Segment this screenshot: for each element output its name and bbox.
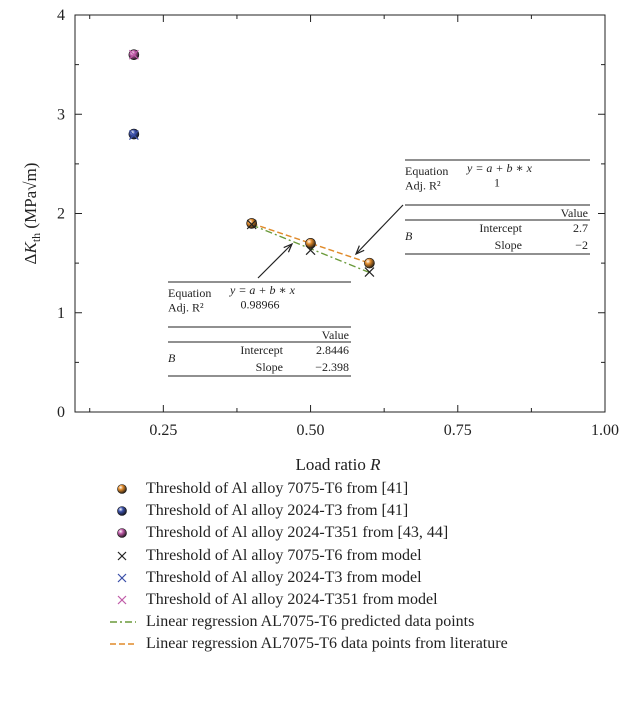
- equation-label: Equation: [405, 164, 448, 178]
- arrow-head: [283, 242, 294, 253]
- legend-item: Linear regression AL7075-T6 predicted da…: [110, 611, 630, 633]
- legend-item: Threshold of Al alloy 2024-T3 from [41]: [110, 500, 630, 522]
- intercept-value: 2.8446: [316, 343, 349, 357]
- legend-ball: [117, 484, 127, 494]
- model-point-3: [246, 219, 257, 230]
- legend-item: Threshold of Al alloy 2024-T3 from model: [110, 567, 630, 589]
- legend-marker: [110, 621, 136, 623]
- chart-plot: 0.25 0.50 0.75 1.00 0 1 2 3 4 Load ratio R ΔKth (M…: [21, 7, 619, 474]
- value-header: Value: [322, 328, 349, 342]
- x-tick-label: 1.00: [591, 422, 619, 439]
- model-point-4: [128, 130, 139, 141]
- slope-value: −2: [575, 238, 588, 252]
- regression-table-predicted: Equation y = a + b ∗ x Adj. R² 0.98966 Value…: [168, 281, 351, 377]
- regression-line-7: [251, 222, 370, 264]
- y-tick-label: 1: [57, 305, 65, 322]
- legend-cross: [117, 551, 127, 561]
- legend-cross: [117, 573, 127, 583]
- y-tick-label: 4: [57, 7, 65, 24]
- value-header: Value: [561, 206, 588, 220]
- legend-label: Linear regression AL7075-T6 data points …: [146, 635, 508, 653]
- slope-label: Slope: [495, 238, 522, 252]
- x-tick-label: 0.25: [149, 422, 177, 439]
- equation-text: y = a + b ∗ x: [466, 161, 533, 175]
- legend-item: Threshold of Al alloy 7075-T6 from model: [110, 545, 630, 567]
- legend-item: Threshold of Al alloy 2024-T351 from [43…: [110, 522, 630, 544]
- adjr2-value: 0.98966: [241, 298, 280, 312]
- x-tick-label: 0.50: [297, 422, 325, 439]
- arrow-head: [354, 245, 365, 256]
- legend-marker: [117, 551, 127, 561]
- adjr2-label: Adj. R²: [405, 179, 441, 193]
- model-point-5: [128, 49, 139, 60]
- cross-stroke: [128, 49, 139, 60]
- intercept-value: 2.7: [573, 221, 588, 235]
- model-point-3: [364, 267, 375, 277]
- intercept-label: Intercept: [240, 343, 283, 357]
- cross-stroke: [246, 219, 257, 230]
- legend-marker: [117, 595, 127, 605]
- arrow-shaft: [257, 243, 293, 279]
- y-tick-label: 0: [57, 404, 65, 421]
- legend-label: Threshold of Al alloy 7075-T6 from model: [146, 546, 422, 564]
- cross-stroke: [128, 130, 139, 141]
- regression-table-literature: Equation y = a + b ∗ x Adj. R² 1 Value Interc…: [405, 159, 590, 255]
- slope-label: Slope: [256, 360, 283, 374]
- legend-label: Threshold of Al alloy 2024-T3 from [41]: [146, 502, 409, 520]
- equation-text: y = a + b ∗ x: [229, 283, 296, 297]
- data-point-0: [364, 257, 375, 269]
- legend-cross: [117, 595, 127, 605]
- data-point-1: [128, 128, 140, 140]
- y-axis-label: ΔKth (MPa√m): [21, 163, 43, 265]
- legend-label: Threshold of Al alloy 2024-T3 from model: [146, 568, 422, 586]
- legend-label: Threshold of Al alloy 2024-T351 from [43…: [146, 524, 449, 542]
- intercept-label: Intercept: [479, 221, 522, 235]
- annotation-arrow-predicted: [257, 242, 294, 279]
- regression-line-6: [251, 224, 370, 274]
- adjr2-value: 1: [494, 176, 500, 190]
- legend-item: Linear regression AL7075-T6 data points …: [110, 633, 630, 655]
- legend-ball: [117, 506, 127, 517]
- slope-value: −2.398: [315, 360, 349, 374]
- legend-marker: [110, 643, 136, 646]
- model-point-3: [305, 245, 316, 256]
- data-point-0: [246, 218, 257, 229]
- legend-label: Linear regression AL7075-T6 predicted da…: [146, 613, 475, 631]
- legend-item: Threshold of Al alloy 7075-T6 from [41]: [110, 478, 630, 500]
- y-tick-label: 3: [57, 106, 65, 123]
- legend-marker: [117, 506, 127, 517]
- legend-label: Threshold of Al alloy 7075-T6 from [41]: [146, 480, 409, 498]
- legend-label: Threshold of Al alloy 2024-T351 from mod…: [146, 591, 438, 609]
- x-axis-label: Load ratio R: [296, 455, 382, 474]
- adjr2-label: Adj. R²: [168, 301, 204, 315]
- annotation-arrow-literature: [354, 204, 404, 256]
- group-label: B: [168, 351, 176, 365]
- arrow-shaft: [355, 204, 404, 255]
- equation-label: Equation: [168, 286, 211, 300]
- legend-marker: [117, 573, 127, 583]
- cross-stroke: [305, 245, 316, 256]
- legend-marker: [117, 484, 127, 494]
- x-tick-label: 0.75: [444, 422, 472, 439]
- legend-item: Threshold of Al alloy 2024-T351 from mod…: [110, 589, 630, 611]
- group-label: B: [405, 229, 413, 243]
- chart-legend: Threshold of Al alloy 7075-T6 from [41] T…: [110, 478, 630, 656]
- y-tick-label: 2: [57, 206, 65, 223]
- data-point-0: [305, 237, 316, 249]
- cross-stroke: [364, 267, 375, 277]
- legend-marker: [117, 528, 127, 539]
- legend-ball: [117, 528, 127, 539]
